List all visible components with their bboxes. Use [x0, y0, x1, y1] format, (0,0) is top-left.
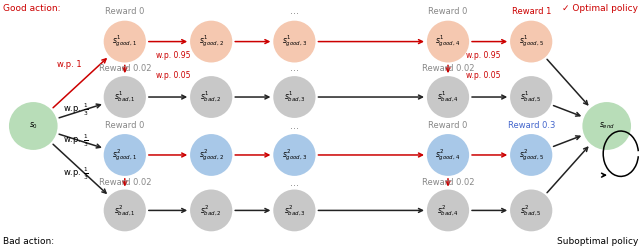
- Ellipse shape: [273, 190, 316, 231]
- Text: $s^2_{bad,5}$: $s^2_{bad,5}$: [520, 203, 542, 218]
- Ellipse shape: [273, 134, 316, 176]
- Ellipse shape: [427, 21, 469, 62]
- Text: Suboptimal policy: Suboptimal policy: [557, 237, 638, 246]
- Ellipse shape: [273, 76, 316, 118]
- Ellipse shape: [510, 134, 552, 176]
- Ellipse shape: [510, 21, 552, 62]
- Text: Reward 0.3: Reward 0.3: [508, 121, 555, 131]
- Text: $s^1_{good,3}$: $s^1_{good,3}$: [282, 34, 307, 49]
- Text: ✓ Optimal policy: ✓ Optimal policy: [562, 4, 638, 13]
- Text: $s^1_{bad,3}$: $s^1_{bad,3}$: [284, 90, 305, 104]
- Ellipse shape: [190, 190, 232, 231]
- Ellipse shape: [9, 102, 58, 150]
- Text: Good action:: Good action:: [3, 4, 61, 13]
- Ellipse shape: [427, 76, 469, 118]
- Text: $s^1_{good,1}$: $s^1_{good,1}$: [113, 34, 137, 49]
- Ellipse shape: [427, 134, 469, 176]
- Text: $s^1_{good,2}$: $s^1_{good,2}$: [199, 34, 223, 49]
- Text: ...: ...: [290, 178, 299, 188]
- Text: Reward 1: Reward 1: [511, 7, 551, 16]
- Text: ...: ...: [290, 63, 299, 73]
- Text: $s^2_{bad,2}$: $s^2_{bad,2}$: [200, 203, 222, 218]
- Ellipse shape: [510, 190, 552, 231]
- Ellipse shape: [427, 190, 469, 231]
- Text: $s^2_{bad,3}$: $s^2_{bad,3}$: [284, 203, 305, 218]
- Text: $s^1_{bad,1}$: $s^1_{bad,1}$: [114, 90, 136, 104]
- Text: $s^2_{good,3}$: $s^2_{good,3}$: [282, 147, 307, 163]
- Text: $s^2_{good,2}$: $s^2_{good,2}$: [199, 147, 223, 163]
- Text: Reward 0: Reward 0: [105, 7, 145, 16]
- Text: w.p. 0.05: w.p. 0.05: [156, 71, 190, 80]
- Ellipse shape: [104, 190, 146, 231]
- Text: w.p. 0.05: w.p. 0.05: [466, 71, 500, 80]
- Text: $s^2_{bad,1}$: $s^2_{bad,1}$: [114, 203, 136, 218]
- Ellipse shape: [190, 76, 232, 118]
- Text: $s^1_{good,4}$: $s^1_{good,4}$: [435, 34, 461, 49]
- Text: Reward 0.02: Reward 0.02: [99, 64, 151, 73]
- Ellipse shape: [104, 21, 146, 62]
- Text: w.p. $\frac{1}{3}$: w.p. $\frac{1}{3}$: [63, 166, 89, 182]
- Text: $s^1_{bad,5}$: $s^1_{bad,5}$: [520, 90, 542, 104]
- Text: $s_{end}$: $s_{end}$: [598, 121, 615, 131]
- Text: Reward 0: Reward 0: [105, 121, 145, 131]
- Text: $s^2_{good,1}$: $s^2_{good,1}$: [113, 147, 137, 163]
- Text: w.p. 0.95: w.p. 0.95: [466, 51, 500, 60]
- Ellipse shape: [104, 76, 146, 118]
- Text: w.p. 1: w.p. 1: [57, 60, 81, 69]
- Text: $s^1_{bad,4}$: $s^1_{bad,4}$: [437, 90, 459, 104]
- Text: w.p. 0.95: w.p. 0.95: [156, 51, 190, 60]
- Text: Reward 0.02: Reward 0.02: [99, 178, 151, 187]
- Ellipse shape: [582, 102, 631, 150]
- Text: ...: ...: [290, 6, 299, 16]
- Ellipse shape: [104, 134, 146, 176]
- Ellipse shape: [510, 76, 552, 118]
- Text: $s^2_{good,5}$: $s^2_{good,5}$: [519, 147, 543, 163]
- Text: Reward 0.02: Reward 0.02: [422, 64, 474, 73]
- Text: Reward 0: Reward 0: [428, 7, 468, 16]
- Text: Reward 0: Reward 0: [428, 121, 468, 131]
- Text: w.p. $\frac{1}{3}$: w.p. $\frac{1}{3}$: [63, 133, 89, 149]
- Ellipse shape: [190, 134, 232, 176]
- Text: $s^2_{bad,4}$: $s^2_{bad,4}$: [437, 203, 459, 218]
- Text: $s^1_{good,5}$: $s^1_{good,5}$: [519, 34, 543, 49]
- Text: Bad action:: Bad action:: [3, 237, 54, 246]
- Text: $s^2_{good,4}$: $s^2_{good,4}$: [435, 147, 461, 163]
- Text: $s^1_{bad,2}$: $s^1_{bad,2}$: [200, 90, 222, 104]
- Text: ...: ...: [290, 121, 299, 131]
- Text: Reward 0.02: Reward 0.02: [422, 178, 474, 187]
- Ellipse shape: [190, 21, 232, 62]
- Text: w.p. $\frac{1}{3}$: w.p. $\frac{1}{3}$: [63, 101, 89, 118]
- Ellipse shape: [273, 21, 316, 62]
- Text: $s_0$: $s_0$: [29, 121, 38, 131]
